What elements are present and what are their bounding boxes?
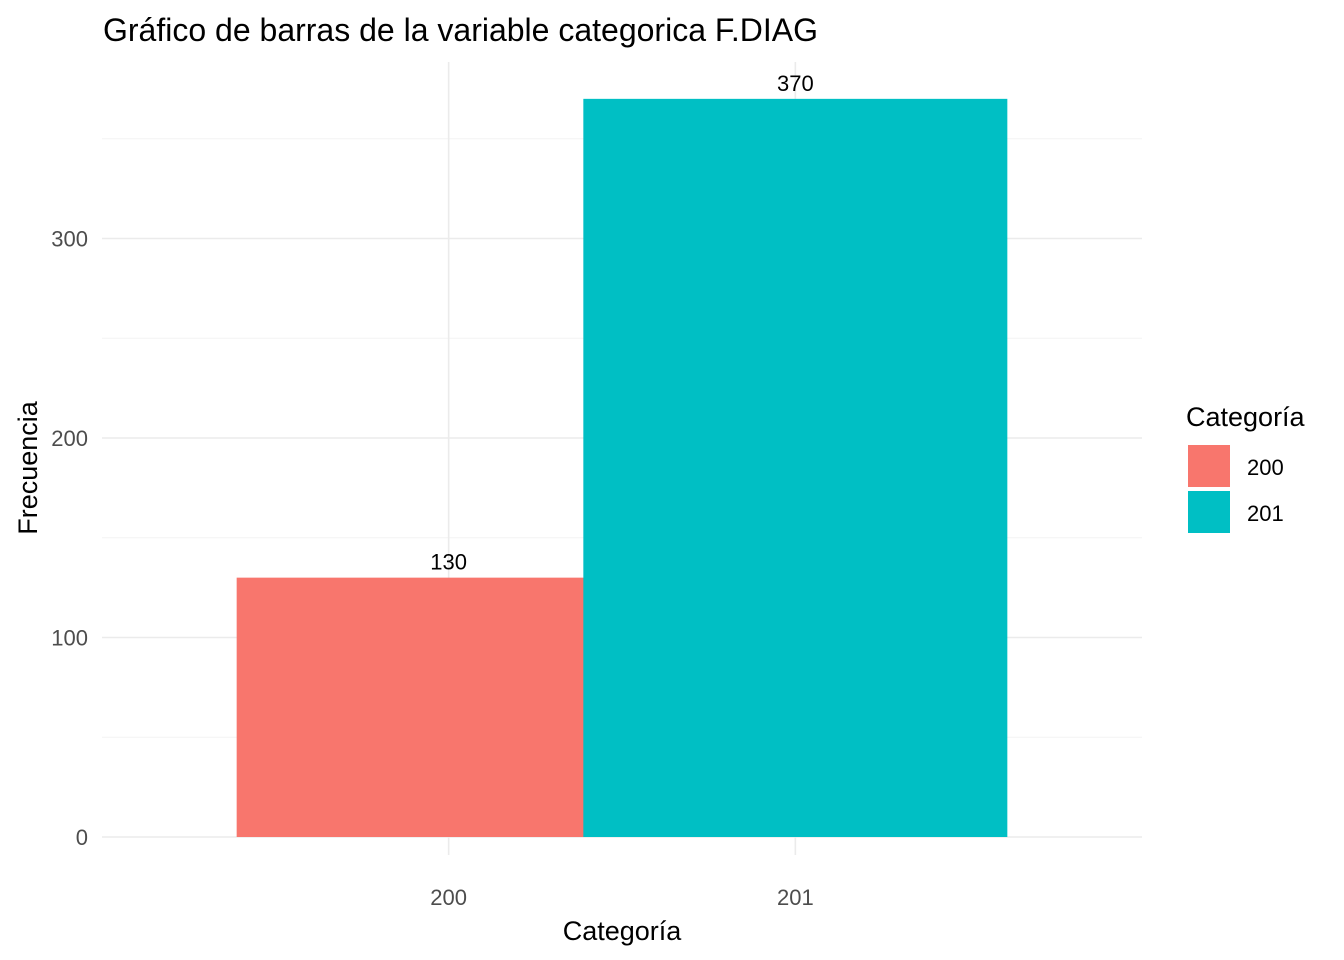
- legend: Categoría 200 201: [1186, 402, 1306, 533]
- bar-201: [583, 98, 1008, 838]
- data-label-200: 130: [430, 550, 467, 575]
- x-tick-label: 201: [777, 885, 814, 910]
- x-tick-label: 200: [430, 885, 467, 910]
- y-axis-title: Frecuencia: [13, 400, 43, 535]
- data-labels: 130 370: [430, 71, 813, 575]
- chart-title: Gráfico de barras de la variable categor…: [103, 12, 818, 48]
- y-tick-label: 100: [51, 626, 88, 651]
- legend-swatch-201: [1188, 491, 1230, 533]
- legend-label-201: 201: [1247, 501, 1284, 526]
- bars: [236, 98, 1008, 838]
- y-tick-label: 300: [51, 227, 88, 252]
- x-axis-ticks: 200 201: [430, 885, 813, 910]
- y-tick-label: 200: [51, 426, 88, 451]
- legend-title: Categoría: [1186, 402, 1306, 432]
- y-axis-ticks: 0 100 200 300: [51, 227, 88, 851]
- x-axis-title: Categoría: [563, 916, 683, 946]
- y-tick-label: 0: [76, 825, 88, 850]
- legend-swatch-200: [1188, 445, 1230, 487]
- legend-label-200: 200: [1247, 455, 1284, 480]
- data-label-201: 370: [777, 71, 814, 96]
